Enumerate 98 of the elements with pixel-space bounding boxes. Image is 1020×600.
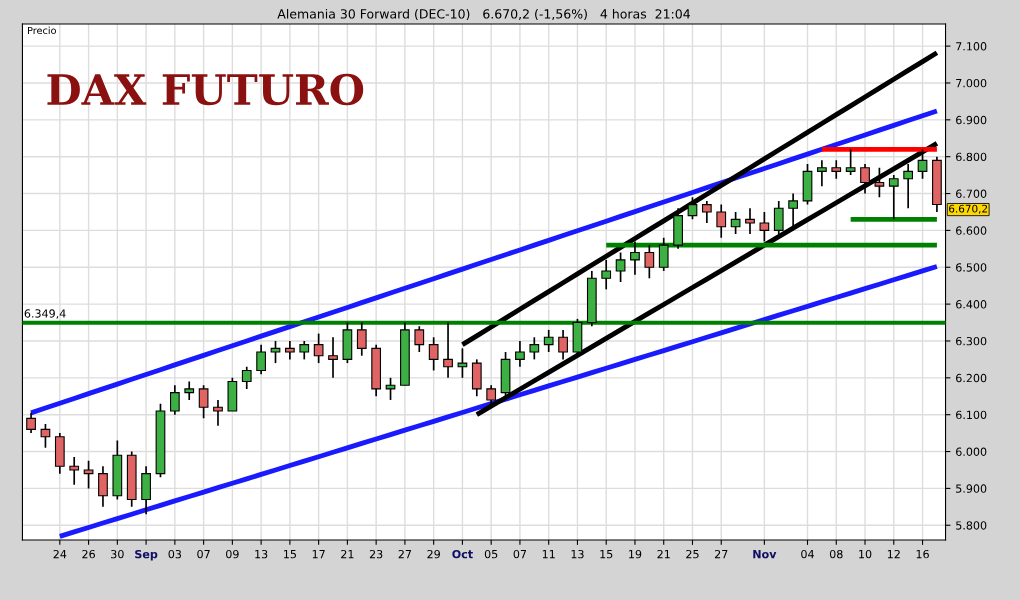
x-tick-label: 13 — [255, 549, 268, 559]
y-tick-label: 6.600 — [956, 226, 987, 235]
x-tick-label: 12 — [887, 549, 900, 559]
x-tick-label: 23 — [369, 549, 383, 559]
chart-title: Alemania 30 Forward (DEC-10) 6.670,2 (-1,56%) 4 horas 21:04 — [277, 8, 690, 21]
candlestick — [241, 365, 252, 390]
candlestick — [26, 412, 36, 434]
x-tick-label: 08 — [829, 549, 843, 559]
candlestick — [313, 332, 324, 364]
x-tick-label: Nov — [753, 550, 777, 559]
candlestick — [788, 192, 798, 232]
candlestick — [658, 236, 669, 272]
y-tick-label: 6.000 — [956, 447, 987, 456]
x-tick-label: 26 — [82, 549, 95, 559]
x-tick-label: 21 — [341, 549, 354, 559]
x-tick-label: 10 — [859, 549, 872, 559]
x-tick-label: 13 — [571, 549, 584, 559]
x-tick-label: 07 — [197, 549, 210, 559]
candlestick — [256, 343, 266, 375]
y-tick-label: 5.900 — [956, 484, 987, 493]
line-series — [474, 140, 940, 418]
y-tick-label: 6.500 — [956, 263, 987, 272]
candlestick — [414, 325, 425, 353]
candlestick — [428, 336, 439, 372]
candlestick — [98, 465, 108, 508]
candlestick — [213, 399, 223, 427]
candlestick — [529, 336, 540, 361]
candlestick — [874, 166, 885, 199]
candlestick — [759, 211, 770, 243]
candlestick — [40, 423, 51, 449]
x-tick-label: 11 — [542, 550, 555, 559]
x-tick-label: 24 — [53, 549, 67, 559]
candlestick — [831, 159, 842, 180]
candlestick — [515, 340, 525, 368]
candlestick — [184, 380, 195, 401]
candlestick — [299, 340, 310, 361]
candlestick — [730, 211, 741, 235]
x-tick-label: 15 — [600, 550, 613, 559]
candlestick — [169, 384, 180, 416]
candlestick — [83, 459, 94, 490]
candlestick — [817, 159, 827, 188]
ref-line-label: 6.349,4 — [24, 309, 66, 319]
x-tick-label: 30 — [111, 549, 124, 559]
y-tick-label: 6.700 — [956, 189, 987, 198]
y-tick-label: 6.300 — [956, 336, 987, 346]
y-tick-label: 5.800 — [956, 521, 987, 530]
x-tick-label: 25 — [686, 549, 699, 559]
x-tick-label: 17 — [312, 550, 325, 559]
candlestick — [385, 376, 396, 401]
candlestick — [860, 163, 870, 195]
x-tick-label: 05 — [484, 549, 498, 559]
candlestick — [888, 174, 899, 221]
candlestick — [917, 148, 928, 180]
candlestick — [716, 203, 727, 239]
y-tick-label: 7.100 — [956, 42, 987, 51]
candlestick — [630, 240, 640, 276]
x-tick-label: 07 — [513, 549, 527, 559]
x-tick-label: 04 — [801, 549, 814, 559]
x-tick-label: Oct — [452, 549, 473, 559]
y-tick-label: 7.000 — [956, 78, 987, 88]
candlestick — [745, 207, 755, 235]
candlestick — [615, 251, 626, 283]
y-tick-label: 6.200 — [956, 373, 987, 383]
candlestick — [270, 340, 281, 364]
x-tick-label: 03 — [168, 549, 182, 559]
x-tick-label: Sep — [135, 549, 158, 561]
y-tick-label: 6.800 — [956, 152, 987, 162]
x-tick-label: 29 — [427, 549, 440, 559]
line-series — [459, 50, 940, 348]
y-axis-title: Precio — [28, 26, 56, 35]
candlestick — [687, 196, 698, 221]
candlestick — [773, 200, 784, 235]
x-tick-label: 15 — [284, 550, 296, 559]
candlestick — [443, 321, 453, 379]
candlestick — [845, 148, 856, 176]
candlestick — [644, 244, 655, 280]
text: 6.670,2 — [949, 204, 988, 214]
x-tick-label: 16 — [916, 549, 929, 559]
candlestick — [69, 456, 80, 486]
candlestick — [558, 329, 568, 361]
x-tick-label: 21 — [657, 549, 670, 559]
candlestick — [356, 321, 367, 357]
y-tick-label: 6.400 — [956, 300, 987, 309]
candlestick — [285, 340, 295, 361]
candlestick — [198, 384, 209, 420]
candlestick — [543, 329, 554, 353]
candlestick — [701, 200, 712, 224]
x-tick-label: 19 — [629, 549, 642, 559]
y-tick-label: 6.900 — [956, 115, 987, 125]
annotation: DAX FUTURO — [47, 73, 364, 106]
x-tick-label: 27 — [714, 549, 728, 559]
candlestick — [457, 347, 468, 379]
x-tick-label: 27 — [398, 549, 412, 559]
candlestick — [903, 163, 914, 210]
candlestick — [601, 259, 612, 291]
y-tick-label: 6.100 — [956, 410, 987, 420]
candlestick — [328, 336, 338, 379]
x-tick-label: 09 — [226, 549, 239, 559]
